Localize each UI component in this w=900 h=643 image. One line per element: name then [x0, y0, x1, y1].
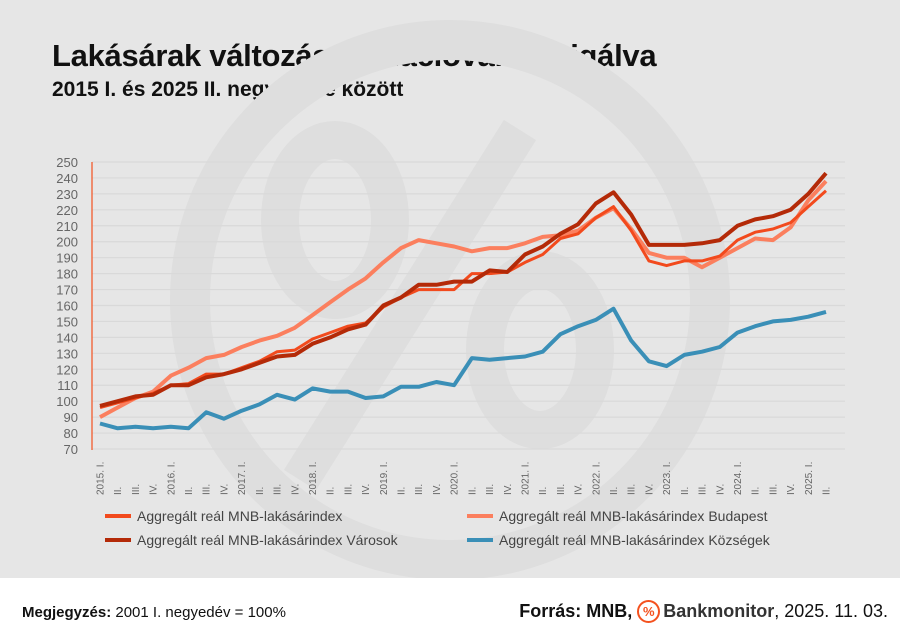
y-tick-label: 100: [56, 394, 78, 409]
x-tick-label: III.: [556, 484, 567, 495]
note-text: 2001 I. negyedév = 100%: [115, 604, 286, 621]
legend-item-budapest: Aggregált reál MNB-lakásárindex Budapest: [467, 508, 767, 524]
legend-item-varosok: Aggregált reál MNB-lakásárindex Városok: [105, 532, 398, 548]
y-tick-label: 150: [56, 314, 78, 329]
x-tick-label: 2015. I.: [96, 462, 107, 495]
legend-item-aggregalt: Aggregált reál MNB-lakásárindex: [105, 508, 342, 524]
x-tick-label: II.: [255, 487, 266, 495]
y-tick-label: 80: [64, 426, 78, 441]
x-tick-label: 2017. I.: [237, 462, 248, 495]
bankmonitor-logo-icon: %: [637, 600, 661, 623]
y-tick-label: 140: [56, 330, 78, 345]
x-tick-label: III.: [273, 484, 284, 495]
x-tick-label: IV.: [786, 484, 797, 495]
x-tick-label: III.: [414, 484, 425, 495]
x-tick-label: IV.: [574, 484, 585, 495]
x-tick-label: 2018. I.: [308, 462, 319, 495]
legend-label: Aggregált reál MNB-lakásárindex: [137, 508, 343, 524]
series-line-2: [99, 171, 828, 408]
x-tick-label: 2023. I.: [662, 462, 673, 495]
x-tick-label: III.: [202, 484, 213, 495]
x-tick-label: II.: [467, 487, 478, 495]
source-label: Forrás: MNB,: [519, 601, 633, 621]
x-tick-label: 2019. I.: [379, 462, 390, 495]
x-tick-label: III.: [485, 484, 496, 495]
x-tick-label: IV.: [715, 484, 726, 495]
y-tick-label: 220: [56, 203, 78, 218]
note-label: Megjegyzés:: [22, 604, 112, 621]
y-tick-label: 90: [64, 410, 78, 425]
source-date: , 2025. 11. 03.: [774, 601, 888, 621]
x-tick-label: III.: [768, 484, 779, 495]
y-tick-label: 70: [64, 442, 78, 457]
x-tick-label: II.: [680, 487, 691, 495]
y-tick-label: 120: [56, 362, 78, 377]
legend-label: Aggregált reál MNB-lakásárindex Községek: [499, 532, 770, 548]
legend-item-kozsegek: Aggregált reál MNB-lakásárindex Községek: [467, 532, 770, 548]
x-tick-label: III.: [131, 484, 142, 495]
x-tick-label: II.: [184, 487, 195, 495]
y-tick-label: 160: [56, 299, 78, 314]
x-tick-label: 2016. I.: [166, 462, 177, 495]
x-tick-label: IV.: [432, 484, 443, 495]
x-tick-label: IV.: [219, 484, 230, 495]
x-tick-label: 2022. I.: [591, 462, 602, 495]
legend-label: Aggregált reál MNB-lakásárindex Budapest: [499, 508, 768, 524]
x-tick-label: IV.: [149, 484, 160, 495]
series-line-3: [99, 306, 827, 431]
x-tick-label: III.: [698, 484, 709, 495]
x-tick-label: 2024. I.: [733, 462, 744, 495]
x-tick-label: II.: [538, 487, 549, 495]
x-tick-label: 2020. I.: [450, 462, 461, 495]
x-tick-label: II.: [113, 487, 124, 495]
x-tick-label: IV.: [361, 484, 372, 495]
y-tick-label: 200: [56, 235, 78, 250]
line-chart: 7080901001101201301401501601701801902002…: [56, 155, 845, 495]
x-tick-label: III.: [627, 484, 638, 495]
x-tick-label: 2021. I.: [520, 462, 531, 495]
brand-name: Bankmonitor: [663, 601, 775, 621]
y-tick-label: 250: [56, 155, 78, 170]
series-line-1: [99, 179, 828, 419]
y-tick-label: 210: [56, 219, 78, 234]
y-tick-label: 240: [56, 171, 78, 186]
y-tick-label: 110: [57, 378, 78, 393]
legend-swatch: [105, 538, 131, 542]
x-tick-label: II.: [326, 487, 337, 495]
y-tick-label: 130: [56, 346, 78, 361]
legend-swatch: [105, 514, 131, 518]
x-tick-label: II.: [822, 487, 833, 495]
x-tick-label: II.: [609, 487, 620, 495]
x-tick-label: III.: [343, 484, 354, 495]
legend-swatch: [467, 514, 493, 518]
footer-note: Megjegyzés: 2001 I. negyedév = 100%: [22, 604, 286, 621]
x-tick-label: 2025. I.: [804, 462, 815, 495]
x-tick-label: IV.: [644, 484, 655, 495]
legend-label: Aggregált reál MNB-lakásárindex Városok: [137, 532, 398, 548]
x-tick-label: IV.: [503, 484, 514, 495]
footer-source: Forrás: MNB, % Bankmonitor , 2025. 11. 0…: [519, 600, 888, 623]
legend-swatch: [467, 538, 493, 542]
y-tick-label: 230: [56, 187, 78, 202]
x-tick-label: II.: [397, 487, 408, 495]
x-tick-label: II.: [751, 487, 762, 495]
y-tick-label: 170: [56, 283, 78, 298]
x-tick-label: IV.: [290, 484, 301, 495]
y-tick-label: 180: [56, 267, 78, 282]
y-tick-label: 190: [56, 251, 78, 266]
